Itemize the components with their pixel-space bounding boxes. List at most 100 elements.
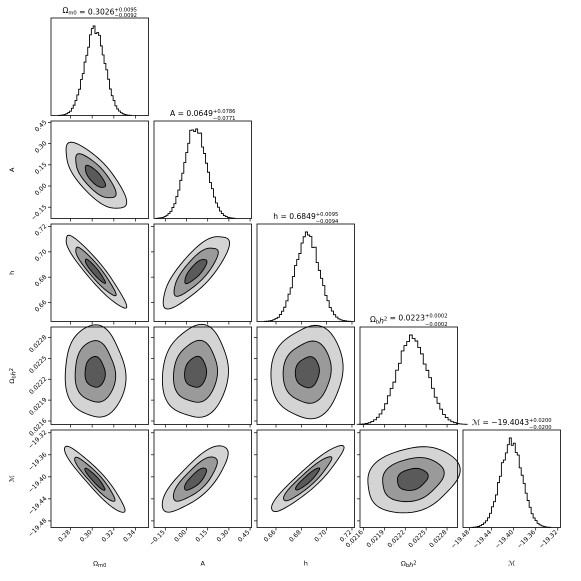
- axes-frame: [359, 326, 458, 425]
- contour-1sigma: [294, 356, 320, 389]
- contour-1sigma: [184, 355, 208, 388]
- y-axis-label-h: h: [8, 271, 16, 275]
- title-om: Ωm0 = 0.3026+0.0095: [63, 6, 137, 17]
- axes-frame: [462, 429, 561, 528]
- histogram-obh2: [356, 334, 468, 425]
- contour-panel-om-h: [50, 223, 149, 322]
- y-axis-label-M: ℳ: [8, 475, 16, 482]
- title-err-minus-obh2: −0.0002: [425, 322, 448, 328]
- y-tick-label: 0.72: [34, 223, 49, 238]
- contour-panel-h-M: [256, 429, 355, 528]
- y-tick-label: 0.0225: [28, 355, 48, 375]
- y-axis-label-obh2: Ωbh2: [8, 368, 18, 384]
- axes-frame: [153, 120, 252, 219]
- contour-1sigma: [396, 467, 429, 491]
- contour-panel-om-A: [50, 120, 149, 219]
- contour-1sigma: [84, 355, 106, 388]
- axes-frame: [50, 429, 149, 528]
- hist-panel-h: h = 0.6849+0.0095−0.0094: [256, 212, 355, 322]
- contour-panel-A-h: [153, 223, 252, 322]
- x-tick-label: 0.00: [173, 529, 188, 544]
- x-axis-label-om: Ωm0: [93, 560, 106, 570]
- y-tick-label: 0.0219: [28, 397, 48, 417]
- histogram-M: [471, 437, 552, 528]
- x-tick-label: 0.0225: [407, 529, 427, 549]
- hist-panel-M: ℳ = −19.4043+0.0200−0.0200: [462, 418, 561, 528]
- histogram-A: [155, 128, 236, 219]
- x-tick-label: −19.36: [516, 529, 537, 550]
- axes-frame: [153, 223, 252, 322]
- x-tick-label: 0.68: [288, 529, 303, 544]
- histogram-om: [58, 25, 132, 116]
- axes-frame: [50, 326, 149, 425]
- title-M: ℳ = −19.4043+0.0200: [472, 418, 552, 427]
- x-tick-label: 0.34: [122, 529, 137, 544]
- axes-frame: [256, 223, 355, 322]
- axes-frame: [50, 223, 149, 322]
- axes-frame: [256, 429, 355, 528]
- hist-panel-obh2: Ωbh2 = 0.0223+0.0002−0.0002: [356, 313, 468, 425]
- x-tick-label: −19.40: [494, 529, 515, 550]
- contour-panel-om-obh2: [50, 324, 149, 425]
- histogram-h: [263, 231, 352, 322]
- axes-frame: [153, 429, 252, 528]
- y-tick-label: −19.44: [27, 495, 48, 516]
- y-tick-label: 0.70: [34, 248, 49, 263]
- y-axis-label-A: A: [8, 167, 16, 172]
- contour-1sigma: [84, 164, 107, 188]
- x-tick-label: −19.44: [472, 529, 493, 550]
- title-obh2: Ωbh2 = 0.0223+0.0002: [370, 313, 448, 325]
- axes-frame: [256, 326, 355, 425]
- x-tick-label: 0.28: [57, 529, 72, 544]
- y-tick-label: 0.00: [34, 182, 49, 197]
- x-tick-label: −0.15: [148, 529, 166, 547]
- y-tick-label: −19.40: [27, 473, 48, 494]
- title-h: h = 0.6849+0.0095: [273, 212, 338, 221]
- x-tick-label: 0.30: [79, 529, 94, 544]
- title-err-minus-M: −0.0200: [529, 425, 552, 431]
- y-tick-label: 0.66: [34, 299, 49, 314]
- title-A: A = 0.0649+0.0786: [170, 109, 235, 118]
- contour-1sigma: [295, 467, 321, 491]
- x-tick-label: −19.32: [538, 529, 559, 550]
- contour-1sigma: [84, 467, 106, 491]
- y-tick-label: 0.30: [34, 140, 49, 155]
- x-axis-label-obh2: Ωbh2: [401, 560, 417, 570]
- x-tick-label: 0.15: [194, 529, 209, 544]
- title-err-minus-om: −0.0092: [114, 13, 137, 19]
- y-tick-label: 0.0222: [28, 376, 48, 396]
- y-tick-label: 0.68: [34, 274, 49, 289]
- x-axis-label-h: h: [304, 560, 308, 568]
- y-tick-label: −19.48: [27, 517, 48, 538]
- axes-frame: [50, 120, 149, 219]
- axes-frame: [50, 17, 149, 116]
- contour-panel-h-obh2: [256, 324, 355, 425]
- x-axis-label-A: A: [201, 560, 206, 568]
- y-tick-label: −19.36: [27, 451, 48, 472]
- contour-panel-om-M: [50, 429, 149, 528]
- title-err-minus-A: −0.0771: [213, 116, 236, 122]
- x-tick-label: 0.0228: [428, 529, 448, 549]
- contour-panel-A-M: [153, 429, 252, 528]
- y-tick-label: −0.15: [30, 204, 48, 222]
- x-axis-label-M: ℳ: [508, 560, 515, 568]
- contour-panel-obh2-M: [359, 429, 461, 528]
- hist-panel-A: A = 0.0649+0.0786−0.0771: [153, 109, 252, 219]
- x-tick-label: −19.48: [450, 529, 471, 550]
- x-tick-label: 0.66: [263, 529, 278, 544]
- y-tick-label: 0.15: [34, 161, 49, 176]
- x-tick-label: 0.70: [313, 529, 328, 544]
- contour-panel-A-obh2: [153, 323, 252, 425]
- x-tick-label: 0.0222: [386, 529, 406, 549]
- y-tick-label: 0.45: [34, 119, 49, 134]
- contour-1sigma: [84, 258, 107, 284]
- hist-panel-om: Ωm0 = 0.3026+0.0095−0.0092: [50, 6, 149, 116]
- x-tick-label: 0.32: [101, 529, 116, 544]
- axes-frame: [359, 429, 458, 528]
- x-tick-label: 0.30: [216, 529, 231, 544]
- title-err-minus-h: −0.0094: [316, 219, 339, 225]
- contour-1sigma: [184, 467, 207, 491]
- x-tick-label: 0.45: [237, 529, 252, 544]
- axes-frame: [153, 326, 252, 425]
